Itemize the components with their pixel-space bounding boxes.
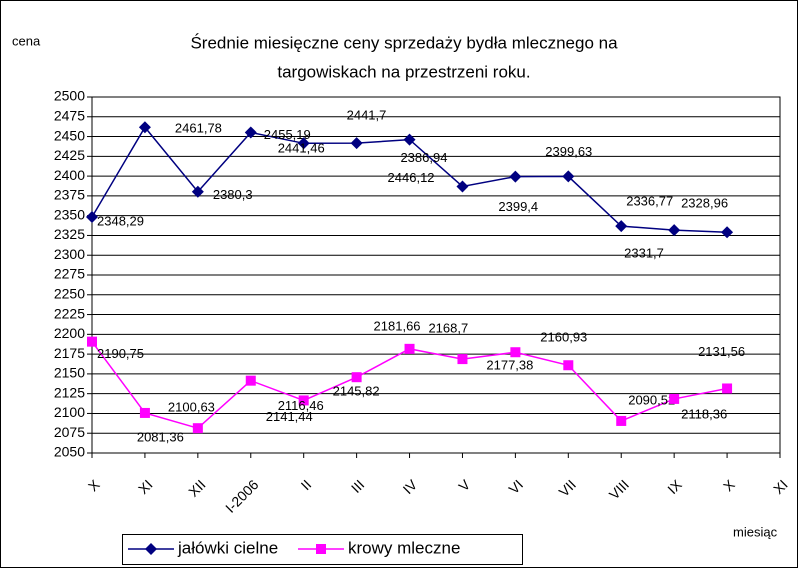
data-label: 2090,52 xyxy=(628,392,675,407)
y-tick-label: 2375 xyxy=(54,187,85,203)
y-tick-label: 2250 xyxy=(54,285,85,301)
data-label: 2131,56 xyxy=(698,344,745,359)
data-label: 2441,7 xyxy=(347,108,387,123)
data-label: 2399,4 xyxy=(498,199,538,214)
marker xyxy=(87,336,97,347)
marker xyxy=(616,415,627,426)
y-tick-label: 2150 xyxy=(54,365,85,381)
legend-label: krowy mleczne xyxy=(348,538,460,557)
data-label: 2118,36 xyxy=(681,406,727,421)
data-label: 2145,82 xyxy=(333,384,380,399)
marker xyxy=(721,226,734,239)
y-tick-label: 2325 xyxy=(54,226,85,242)
y-tick-label: 2300 xyxy=(54,246,85,262)
y-tick-label: 2450 xyxy=(54,127,85,143)
y-axis-label: cena xyxy=(12,33,41,48)
marker xyxy=(403,133,416,146)
y-tick-label: 2125 xyxy=(54,384,85,400)
data-label: 2168,7 xyxy=(428,321,468,336)
y-tick-label: 2500 xyxy=(54,88,85,104)
marker xyxy=(86,211,98,224)
marker xyxy=(722,383,733,394)
data-label: 2336,77 xyxy=(626,194,673,209)
marker xyxy=(350,137,363,150)
marker xyxy=(457,354,468,365)
marker xyxy=(139,407,150,418)
data-label: 2141,44 xyxy=(266,409,313,424)
data-label: 2446,12 xyxy=(388,170,435,185)
marker xyxy=(192,423,203,434)
data-label: 2386,94 xyxy=(400,150,447,165)
data-label: 2399,63 xyxy=(545,144,592,159)
marker xyxy=(404,343,415,354)
marker xyxy=(668,224,681,237)
y-tick-label: 2050 xyxy=(54,444,85,460)
data-label: 2181,66 xyxy=(374,318,421,333)
marker xyxy=(145,543,157,555)
y-tick-label: 2200 xyxy=(54,325,85,341)
marker xyxy=(244,126,257,139)
chart-title: targowiskach na przestrzeni roku. xyxy=(277,62,530,81)
y-tick-label: 2100 xyxy=(54,404,85,420)
data-label: 2380,3 xyxy=(213,187,253,202)
data-label: 2348,29 xyxy=(97,213,144,228)
legend-label: jałówki cielne xyxy=(177,538,278,557)
marker xyxy=(245,375,256,386)
y-tick-label: 2350 xyxy=(54,206,85,222)
marker xyxy=(562,170,575,183)
data-label: 2160,93 xyxy=(540,330,587,345)
marker xyxy=(138,121,151,134)
data-label: 2190,75 xyxy=(97,346,144,361)
x-axis-label: miesiąc xyxy=(733,524,778,539)
marker xyxy=(510,347,521,358)
marker xyxy=(351,372,362,383)
data-label: 2461,78 xyxy=(175,121,222,136)
y-tick-label: 2175 xyxy=(54,345,85,361)
y-tick-label: 2400 xyxy=(54,167,85,183)
data-label: 2441,46 xyxy=(278,141,325,156)
y-tick-label: 2475 xyxy=(54,107,85,123)
marker xyxy=(456,180,469,193)
marker xyxy=(615,220,628,233)
y-tick-label: 2225 xyxy=(54,305,85,321)
marker xyxy=(316,544,326,554)
data-label: 2331,7 xyxy=(624,246,664,261)
marker xyxy=(297,137,310,150)
data-label: 2455,19 xyxy=(264,127,311,142)
data-label: 2116,46 xyxy=(278,398,324,413)
marker xyxy=(191,185,204,198)
data-label: 2177,38 xyxy=(486,358,533,373)
marker xyxy=(298,395,309,406)
data-label: 2328,96 xyxy=(681,196,728,211)
marker xyxy=(509,170,522,183)
data-label: 2100,63 xyxy=(168,399,215,414)
y-tick-label: 2075 xyxy=(54,424,85,440)
data-label: 2081,36 xyxy=(137,430,184,445)
chart-title: Średnie miesięczne ceny sprzedaży bydła … xyxy=(190,33,618,52)
y-tick-label: 2425 xyxy=(54,147,85,163)
marker xyxy=(563,360,574,371)
y-tick-label: 2275 xyxy=(54,266,85,282)
marker xyxy=(669,393,680,404)
